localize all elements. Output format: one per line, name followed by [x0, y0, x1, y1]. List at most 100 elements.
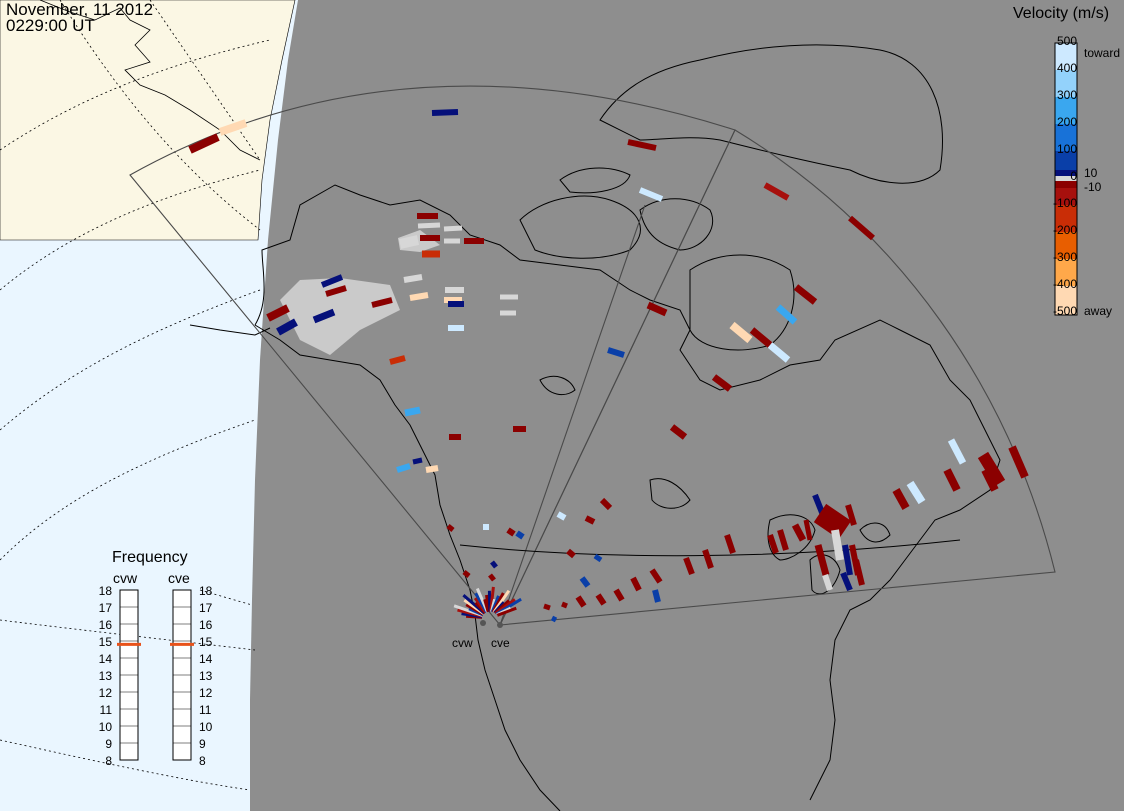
velocity-cell: [488, 573, 496, 582]
velocity-cell: [266, 304, 290, 322]
velocity-cell: [749, 327, 773, 348]
colorbar-tick: 100: [1056, 142, 1077, 156]
colorbar-away-label: away: [1084, 304, 1113, 318]
colorbar-tick: -200: [1052, 223, 1077, 237]
colorbar-tick: -400: [1052, 277, 1077, 291]
freq-tick-left: 15: [98, 635, 112, 649]
colorbar-tick: -500: [1052, 304, 1077, 318]
velocity-cell: [943, 468, 961, 492]
colorbar-band: [1055, 97, 1077, 124]
velocity-cell: [775, 304, 798, 325]
freq-tick-left: 17: [98, 601, 112, 615]
velocity-cell: [404, 406, 421, 417]
velocity-cell: [724, 534, 736, 554]
freq-tick-right: 13: [199, 669, 213, 683]
colorbar-band: [1055, 124, 1077, 151]
velocity-cell: [767, 534, 779, 554]
velocity-cell: [506, 527, 516, 537]
latitude-curve: [459, 539, 961, 557]
colorbar-band: [1055, 205, 1077, 232]
freq-tick-right: 15: [199, 635, 213, 649]
velocity-cell: [906, 480, 926, 505]
colorbar-band: [1055, 70, 1077, 97]
velocity-cell: [371, 297, 393, 308]
velocity-cell: [803, 519, 813, 541]
velocity-cell: [566, 548, 576, 559]
frequency-title: Frequency: [112, 549, 188, 566]
colorbar-band: [1055, 259, 1077, 286]
velocity-cell: [981, 468, 999, 492]
velocity-cell: [320, 274, 344, 288]
freq-tick-right: 12: [199, 686, 213, 700]
velocity-cell: [814, 544, 830, 576]
freq-tick-left: 9: [105, 737, 112, 751]
velocity-cell: [425, 465, 439, 473]
fov-outlines: [129, 85, 1056, 627]
velocity-cell: [599, 497, 613, 511]
asia-coastline: [39, 0, 261, 161]
colorbar-near-zero-label: -10: [1084, 180, 1102, 194]
ground-scatter-patch: [280, 278, 400, 355]
freq-tick-left: 14: [98, 652, 112, 666]
velocity-cell: [490, 560, 498, 569]
velocity-cell: [431, 109, 459, 116]
colorbar-tick: 500: [1056, 34, 1077, 48]
colorbar-band: [1055, 232, 1077, 259]
colorbar-tick: 200: [1056, 115, 1077, 129]
site-label-cve: cve: [491, 636, 510, 650]
colorbar-tick: 0: [1070, 169, 1077, 183]
site-marker-cve: [497, 622, 503, 628]
asia-coast-daylight: [0, 0, 296, 241]
velocity-vectors: [188, 109, 1029, 623]
velocity-cell: [793, 284, 818, 305]
velocity-cell: [892, 488, 910, 510]
colorbar-toward-label: toward: [1084, 46, 1121, 60]
colorbar-tick: 300: [1056, 88, 1077, 102]
colorbar-band: [1055, 286, 1077, 315]
velocity-cell: [729, 321, 753, 344]
velocity-cell: [515, 530, 525, 540]
freq-tick-left: 11: [99, 703, 112, 717]
velocity-cell: [443, 225, 463, 232]
velocity-cell: [947, 438, 967, 465]
colorbar-tick: -300: [1052, 250, 1077, 264]
colorbar-band: [1055, 43, 1077, 70]
velocity-cell: [579, 576, 591, 588]
freq-tick-right: 18: [199, 584, 213, 598]
velocity-cell: [409, 292, 429, 301]
freq-tick-left: 18: [98, 584, 112, 598]
velocity-cell: [575, 595, 587, 608]
velocity-cell: [813, 503, 852, 540]
radar-label-cvw: cvw: [113, 570, 138, 586]
colorbar-tick: 400: [1056, 61, 1077, 75]
velocity-cell: [822, 574, 833, 591]
velocity-cell: [389, 355, 406, 365]
freq-tick-left: 13: [98, 669, 112, 683]
freq-tick-right: 9: [199, 737, 206, 751]
velocity-cell: [462, 570, 471, 578]
colorbar-frame: [1054, 42, 1078, 316]
velocity-cell: [646, 301, 668, 317]
cvw-fov: [129, 85, 736, 627]
velocity-cell: [312, 308, 336, 324]
velocity-cell: [845, 504, 857, 526]
velocity-cell: [403, 274, 423, 283]
colorbar-band: [1055, 170, 1077, 176]
colorbar-band: [1055, 181, 1077, 188]
velocity-cell: [325, 285, 347, 297]
velocity-cell: [853, 559, 865, 586]
velocity-cell: [417, 222, 441, 229]
time-label: 0229:00 UT: [6, 16, 95, 35]
velocity-cell: [763, 182, 790, 201]
freq-tick-left: 16: [98, 618, 112, 632]
velocity-cell: [607, 347, 625, 358]
velocity-cell: [669, 424, 688, 440]
velocity-cell: [777, 529, 789, 551]
radar-label-cve: cve: [168, 570, 190, 586]
site-marker-cvw: [480, 620, 486, 626]
velocity-cell: [702, 549, 714, 569]
freq-tick-right: 11: [199, 703, 212, 717]
freq-tick-right: 8: [199, 754, 206, 768]
